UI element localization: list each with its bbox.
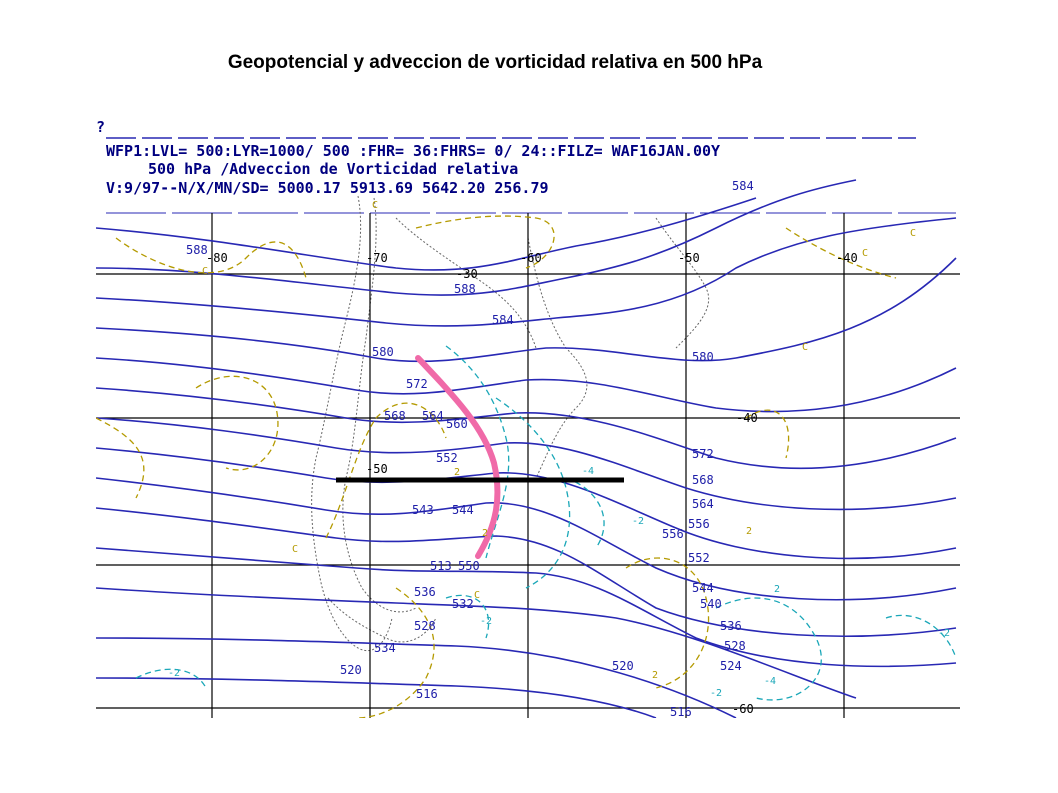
contour-label: 556 <box>662 527 684 541</box>
contour-label: 588 <box>454 282 476 296</box>
geopotential-contours <box>95 179 957 719</box>
advection-label: 2 <box>652 670 658 681</box>
advection-label: C <box>202 266 208 277</box>
longitude-labels: -70 -60 -50 -40 -80 <box>206 251 858 265</box>
contour-label: 544 <box>692 581 714 595</box>
contour-label: 588 <box>186 243 208 257</box>
header-line-2: 500 hPa /Adveccion de Vorticidad relativ… <box>148 160 518 178</box>
advection-negative-contours <box>135 345 957 701</box>
header-line-1: WFP1:LVL= 500:LYR=1000/ 500 :FHR= 36:FHR… <box>106 142 720 160</box>
contour-label: 532 <box>452 597 474 611</box>
advection-label: -2 <box>168 668 180 679</box>
contour-label: 564 <box>692 497 714 511</box>
advection-label: C <box>474 590 480 601</box>
trough-axis <box>415 355 501 559</box>
contour-label: 552 <box>688 551 710 565</box>
contour-label: 560 <box>446 417 468 431</box>
contour-label: 552 <box>436 451 458 465</box>
lon-label-70: -70 <box>366 251 388 265</box>
contour-label: 528 <box>724 639 746 653</box>
advection-labels: C C C C C 2 C 2 C 2 2 -4 -2 -2 -2 2 -4 -… <box>168 200 950 699</box>
advection-label: 2 <box>746 526 752 537</box>
map-canvas: ? WFP1:LVL= 500:LYR=1000/ 500 :FHR= 36:F… <box>95 118 960 719</box>
grid <box>96 213 960 718</box>
contour-label: 556 <box>688 517 710 531</box>
header-rule <box>106 137 956 214</box>
weather-map: ? WFP1:LVL= 500:LYR=1000/ 500 :FHR= 36:F… <box>95 118 960 719</box>
contour-label: 580 <box>372 345 394 359</box>
contour-label: 513 <box>430 559 452 573</box>
contour-label: 524 <box>720 659 742 673</box>
contour-label: 568 <box>384 409 406 423</box>
contour-label: 572 <box>692 447 714 461</box>
advection-label: -2 <box>938 628 950 639</box>
contour-label: 520 <box>612 659 634 673</box>
lon-label-60: -60 <box>520 251 542 265</box>
advection-label: C <box>292 544 298 555</box>
advection-label: 2 <box>482 528 488 539</box>
figure-title: Geopotencial y adveccion de vorticidad r… <box>227 52 763 73</box>
lon-label-50: -50 <box>678 251 700 265</box>
advection-label: -2 <box>632 516 644 527</box>
advection-label: C <box>372 200 378 211</box>
advection-label: -4 <box>764 676 776 687</box>
contour-label: 572 <box>406 377 428 391</box>
contour-label: 528 <box>414 619 436 633</box>
contour-label: 543 <box>412 503 434 517</box>
lat-label-60: -60 <box>732 702 754 716</box>
latitude-labels: -30 -40 -50 -60 <box>366 267 758 716</box>
header-line-3: V:9/97--N/X/MN/SD= 5000.17 5913.69 5642.… <box>106 179 549 197</box>
contour-label: 564 <box>422 409 444 423</box>
contour-label: 536 <box>414 585 436 599</box>
contour-label: 536 <box>720 619 742 633</box>
lat-label-30: -30 <box>456 267 478 281</box>
contour-label: 534 <box>374 641 396 655</box>
contour-label: 584 <box>492 313 514 327</box>
contour-label: 584 <box>732 179 754 193</box>
advection-label: 2 <box>774 584 780 595</box>
contour-label: 540 <box>700 597 722 611</box>
contour-label: 516 <box>416 687 438 701</box>
lat-label-40: -40 <box>736 411 758 425</box>
lon-label-80: -80 <box>206 251 228 265</box>
contour-label: 516 <box>670 705 692 718</box>
advection-label: -2 <box>480 616 492 627</box>
contour-label: 544 <box>452 503 474 517</box>
advection-label: 2 <box>454 467 460 478</box>
contour-label: 550 <box>458 559 480 573</box>
lon-label-40: -40 <box>836 251 858 265</box>
contour-labels: 588 584 588 584 580 580 572 568 564 560 … <box>186 179 754 719</box>
header-prompt: ? <box>96 118 105 136</box>
advection-label: C <box>910 228 916 239</box>
advection-positive-contours <box>95 215 897 719</box>
advection-label: C <box>862 248 868 259</box>
advection-label: -4 <box>582 466 594 477</box>
advection-label: -2 <box>710 688 722 699</box>
contour-label: 568 <box>692 473 714 487</box>
contour-label: 520 <box>340 663 362 677</box>
coastline <box>311 195 710 652</box>
lat-label-50: -50 <box>366 462 388 476</box>
contour-label: 580 <box>692 350 714 364</box>
advection-label: C <box>802 342 808 353</box>
